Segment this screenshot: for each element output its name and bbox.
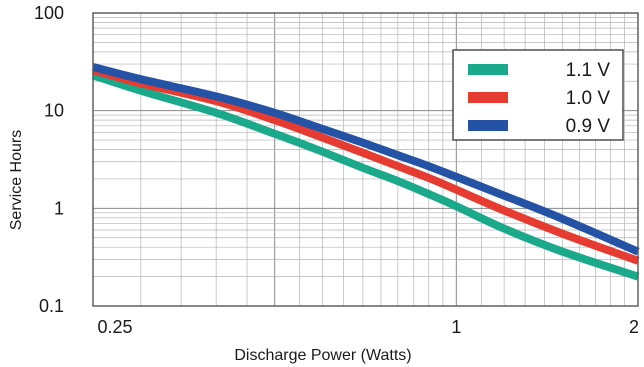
plot-frame [92,12,639,307]
legend-label: 1.0 V [566,88,611,109]
y-tick-label: 1 [54,198,64,218]
legend-swatch [468,120,508,131]
y-tick-label: 0.1 [39,296,64,316]
series-line-2 [91,66,640,265]
series-line-3 [92,63,640,256]
x-tick-label: 1 [451,317,461,337]
legend: 1.1 V 1.0 V 0.9 V [452,49,624,141]
x-axis-title: Discharge Power (Watts) [234,347,411,364]
x-tick-label: 2 [629,317,639,337]
y-tick-label: 10 [44,101,64,121]
y-axis-title: Service Hours [8,130,25,230]
y-tick-label: 100 [34,3,64,23]
x-tick-labels: 0.25 1 2 [97,317,639,337]
legend-label: 0.9 V [566,116,611,137]
y-tick-labels: 100 10 1 0.1 [34,3,64,316]
legend-label: 1.1 V [566,60,611,81]
x-tick-label: 0.25 [97,317,132,337]
legend-swatch [468,92,508,103]
legend-swatch [468,64,508,75]
series-layer [91,63,640,281]
series-line-1 [91,71,640,281]
